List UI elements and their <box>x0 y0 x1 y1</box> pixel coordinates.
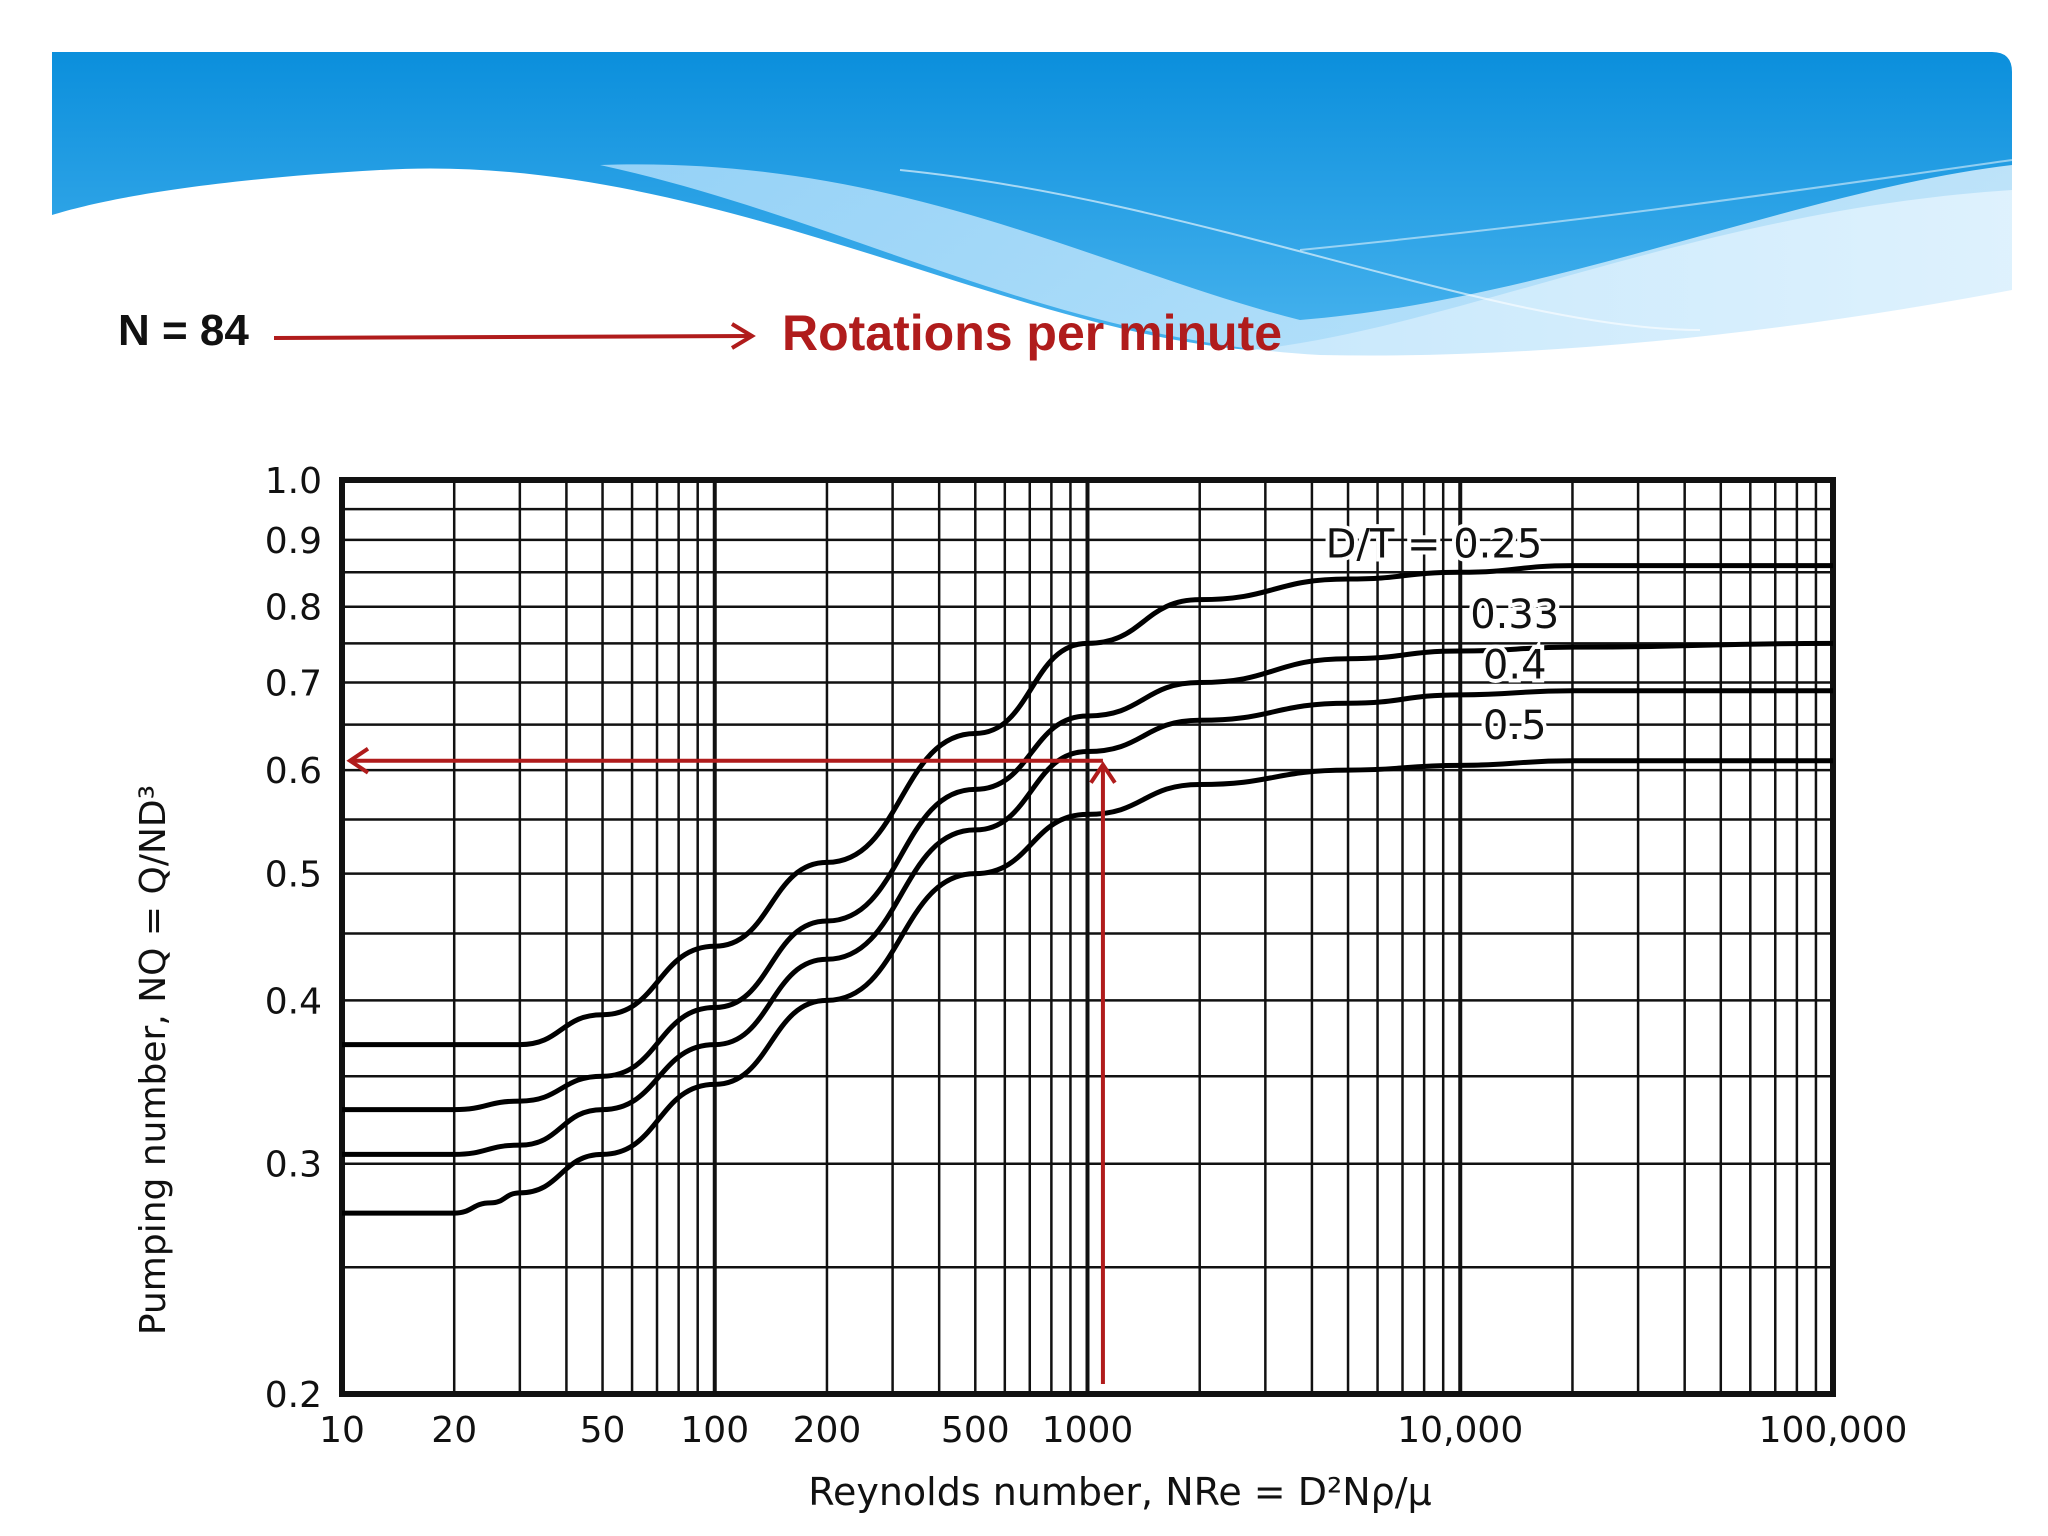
series-label: D/T = 0.25 <box>1326 522 1543 568</box>
rpm-value-label: N = 84 <box>118 306 249 355</box>
pumping-number-chart: 0.2 0.3 0.4 0.5 0.6 0.7 0.8 0.9 1.0 10 20 50 100 200… <box>133 461 1907 1514</box>
y-tick-label: 0.9 <box>265 521 322 562</box>
series-line <box>342 563 1833 1048</box>
chart-curves <box>341 563 1834 1216</box>
series-labels: D/T = 0.25 0.33 0.4 0.5 <box>1322 518 1564 753</box>
y-tick-label: 0.4 <box>265 981 322 1022</box>
pointer-arrow-icon <box>273 322 756 350</box>
y-tick-labels: 0.2 0.3 0.4 0.5 0.6 0.7 0.8 0.9 1.0 <box>265 461 322 1416</box>
x-tick-label: 1000 <box>1042 1410 1134 1451</box>
y-tick-label: 0.6 <box>265 751 322 792</box>
x-axis-label: Reynolds number, NRe = D²Nρ/μ <box>808 1470 1431 1514</box>
y-tick-label: 0.3 <box>265 1145 322 1186</box>
chart-annotation <box>346 747 1117 1384</box>
x-tick-label: 10 <box>319 1410 365 1451</box>
x-tick-label: 20 <box>431 1410 477 1451</box>
y-tick-label: 0.7 <box>265 664 322 705</box>
y-tick-label: 0.5 <box>265 855 322 896</box>
arrowhead-left-icon <box>346 747 370 775</box>
arrowhead-up-icon <box>1089 761 1117 784</box>
x-tick-label: 10,000 <box>1397 1410 1523 1451</box>
chart-grid <box>339 477 1836 1397</box>
series-label: 0.33 <box>1470 592 1559 638</box>
x-tick-label: 200 <box>793 1410 862 1451</box>
series-label: 0.5 <box>1483 703 1547 749</box>
x-tick-label: 50 <box>580 1410 626 1451</box>
series-line <box>342 758 1833 1216</box>
series-line <box>341 640 1834 1113</box>
rpm-description-label: Rotations per minute <box>782 305 1283 361</box>
x-tick-label: 100,000 <box>1759 1410 1908 1451</box>
header-banner <box>52 52 2013 356</box>
series-line <box>341 688 1833 1157</box>
y-tick-label: 0.8 <box>265 588 322 629</box>
x-tick-labels: 10 20 50 100 200 500 1000 10,000 100,000 <box>319 1410 1907 1451</box>
y-tick-label: 1.0 <box>265 461 322 502</box>
x-tick-label: 100 <box>680 1410 749 1451</box>
plot-frame <box>339 477 1836 1397</box>
y-axis-label: Pumping number, NQ = Q/ND³ <box>133 785 174 1335</box>
y-tick-label: 0.2 <box>265 1375 322 1416</box>
series-label: 0.4 <box>1483 643 1547 689</box>
x-tick-label: 500 <box>941 1410 1010 1451</box>
